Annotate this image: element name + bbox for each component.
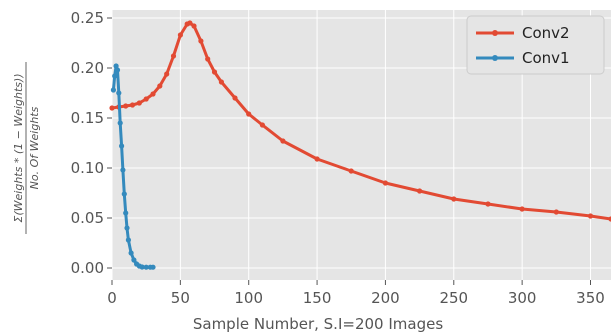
data-point-conv2 xyxy=(485,201,491,207)
data-point-conv1 xyxy=(112,73,118,79)
y-tick-label: 0.10 xyxy=(71,159,104,177)
data-point-conv2 xyxy=(157,83,163,89)
data-point-conv2 xyxy=(170,53,177,59)
legend-marker-conv1 xyxy=(492,55,498,61)
data-point-conv2 xyxy=(150,91,156,97)
legend-label-conv1: Conv1 xyxy=(522,49,570,67)
data-point-conv2 xyxy=(211,69,218,75)
legend-label-conv2: Conv2 xyxy=(522,24,570,42)
x-tick-label: 0 xyxy=(107,289,117,307)
x-tick-label: 50 xyxy=(171,289,190,307)
data-point-conv2 xyxy=(187,20,193,26)
data-point-conv2 xyxy=(314,156,320,162)
data-point-conv1 xyxy=(123,210,129,216)
data-point-conv2 xyxy=(417,188,423,194)
y-axis-label-numerator: Σ(Weights * (1 − Weights)) xyxy=(12,73,25,222)
y-axis-ticks: 0.00 0.05 0.10 0.15 0.20 0.25 xyxy=(71,9,112,277)
y-tick-label: 0.05 xyxy=(71,209,104,227)
data-point-conv1 xyxy=(121,191,127,197)
data-point-conv2 xyxy=(232,95,238,101)
x-axis-ticks: 0 50 100 150 200 250 300 350 xyxy=(107,280,605,307)
x-tick-label: 350 xyxy=(576,289,605,307)
y-tick-label: 0.15 xyxy=(71,109,104,127)
data-point-conv2 xyxy=(519,206,525,212)
data-point-conv2 xyxy=(246,111,252,117)
data-point-conv2 xyxy=(608,216,611,222)
data-point-conv1 xyxy=(128,250,134,256)
data-point-conv1 xyxy=(125,237,131,243)
x-tick-label: 200 xyxy=(371,289,400,307)
data-point-conv1 xyxy=(113,63,119,69)
series-layer xyxy=(109,20,611,270)
legend: Conv2 Conv1 xyxy=(466,15,605,75)
data-point-conv2 xyxy=(218,79,224,85)
y-tick-label: 0.25 xyxy=(71,9,104,27)
data-point-conv1 xyxy=(120,167,126,173)
data-point-conv2 xyxy=(109,105,115,111)
data-point-conv2 xyxy=(136,100,142,106)
x-tick-label: 300 xyxy=(508,289,537,307)
data-point-conv1 xyxy=(116,90,122,96)
data-point-conv1 xyxy=(119,143,125,149)
y-axis-label: Σ(Weights * (1 − Weights)) No. Of Weight… xyxy=(12,62,41,234)
data-point-conv2 xyxy=(205,56,211,62)
data-point-conv2 xyxy=(348,168,354,174)
data-point-conv2 xyxy=(280,138,286,144)
y-axis-label-denominator: No. Of Weights xyxy=(28,106,41,189)
data-point-conv2 xyxy=(382,180,388,186)
y-tick-label: 0.20 xyxy=(71,59,104,77)
data-point-conv2 xyxy=(553,209,559,215)
x-tick-label: 150 xyxy=(303,289,332,307)
data-point-conv1 xyxy=(117,120,123,126)
legend-marker-conv2 xyxy=(492,30,498,36)
data-point-conv2 xyxy=(129,102,136,108)
x-axis-label: Sample Number, S.I=200 Images xyxy=(193,315,443,333)
data-point-conv2 xyxy=(259,122,265,128)
data-point-conv2 xyxy=(198,38,204,44)
data-point-conv2 xyxy=(191,23,197,29)
data-point-conv1 xyxy=(110,87,116,93)
data-point-conv2 xyxy=(164,71,170,77)
data-point-conv1 xyxy=(139,264,145,270)
data-point-conv2 xyxy=(143,96,149,102)
data-point-conv1 xyxy=(143,264,149,270)
data-point-conv1 xyxy=(131,257,137,263)
data-point-conv2 xyxy=(587,213,594,219)
data-point-conv2 xyxy=(177,32,183,38)
data-point-conv2 xyxy=(123,103,129,109)
data-point-conv2 xyxy=(451,196,457,202)
data-point-conv1 xyxy=(150,264,156,270)
y-tick-label: 0.00 xyxy=(71,259,104,277)
x-tick-label: 250 xyxy=(439,289,468,307)
x-tick-label: 100 xyxy=(234,289,263,307)
data-point-conv1 xyxy=(114,67,121,73)
data-point-conv1 xyxy=(124,225,130,231)
